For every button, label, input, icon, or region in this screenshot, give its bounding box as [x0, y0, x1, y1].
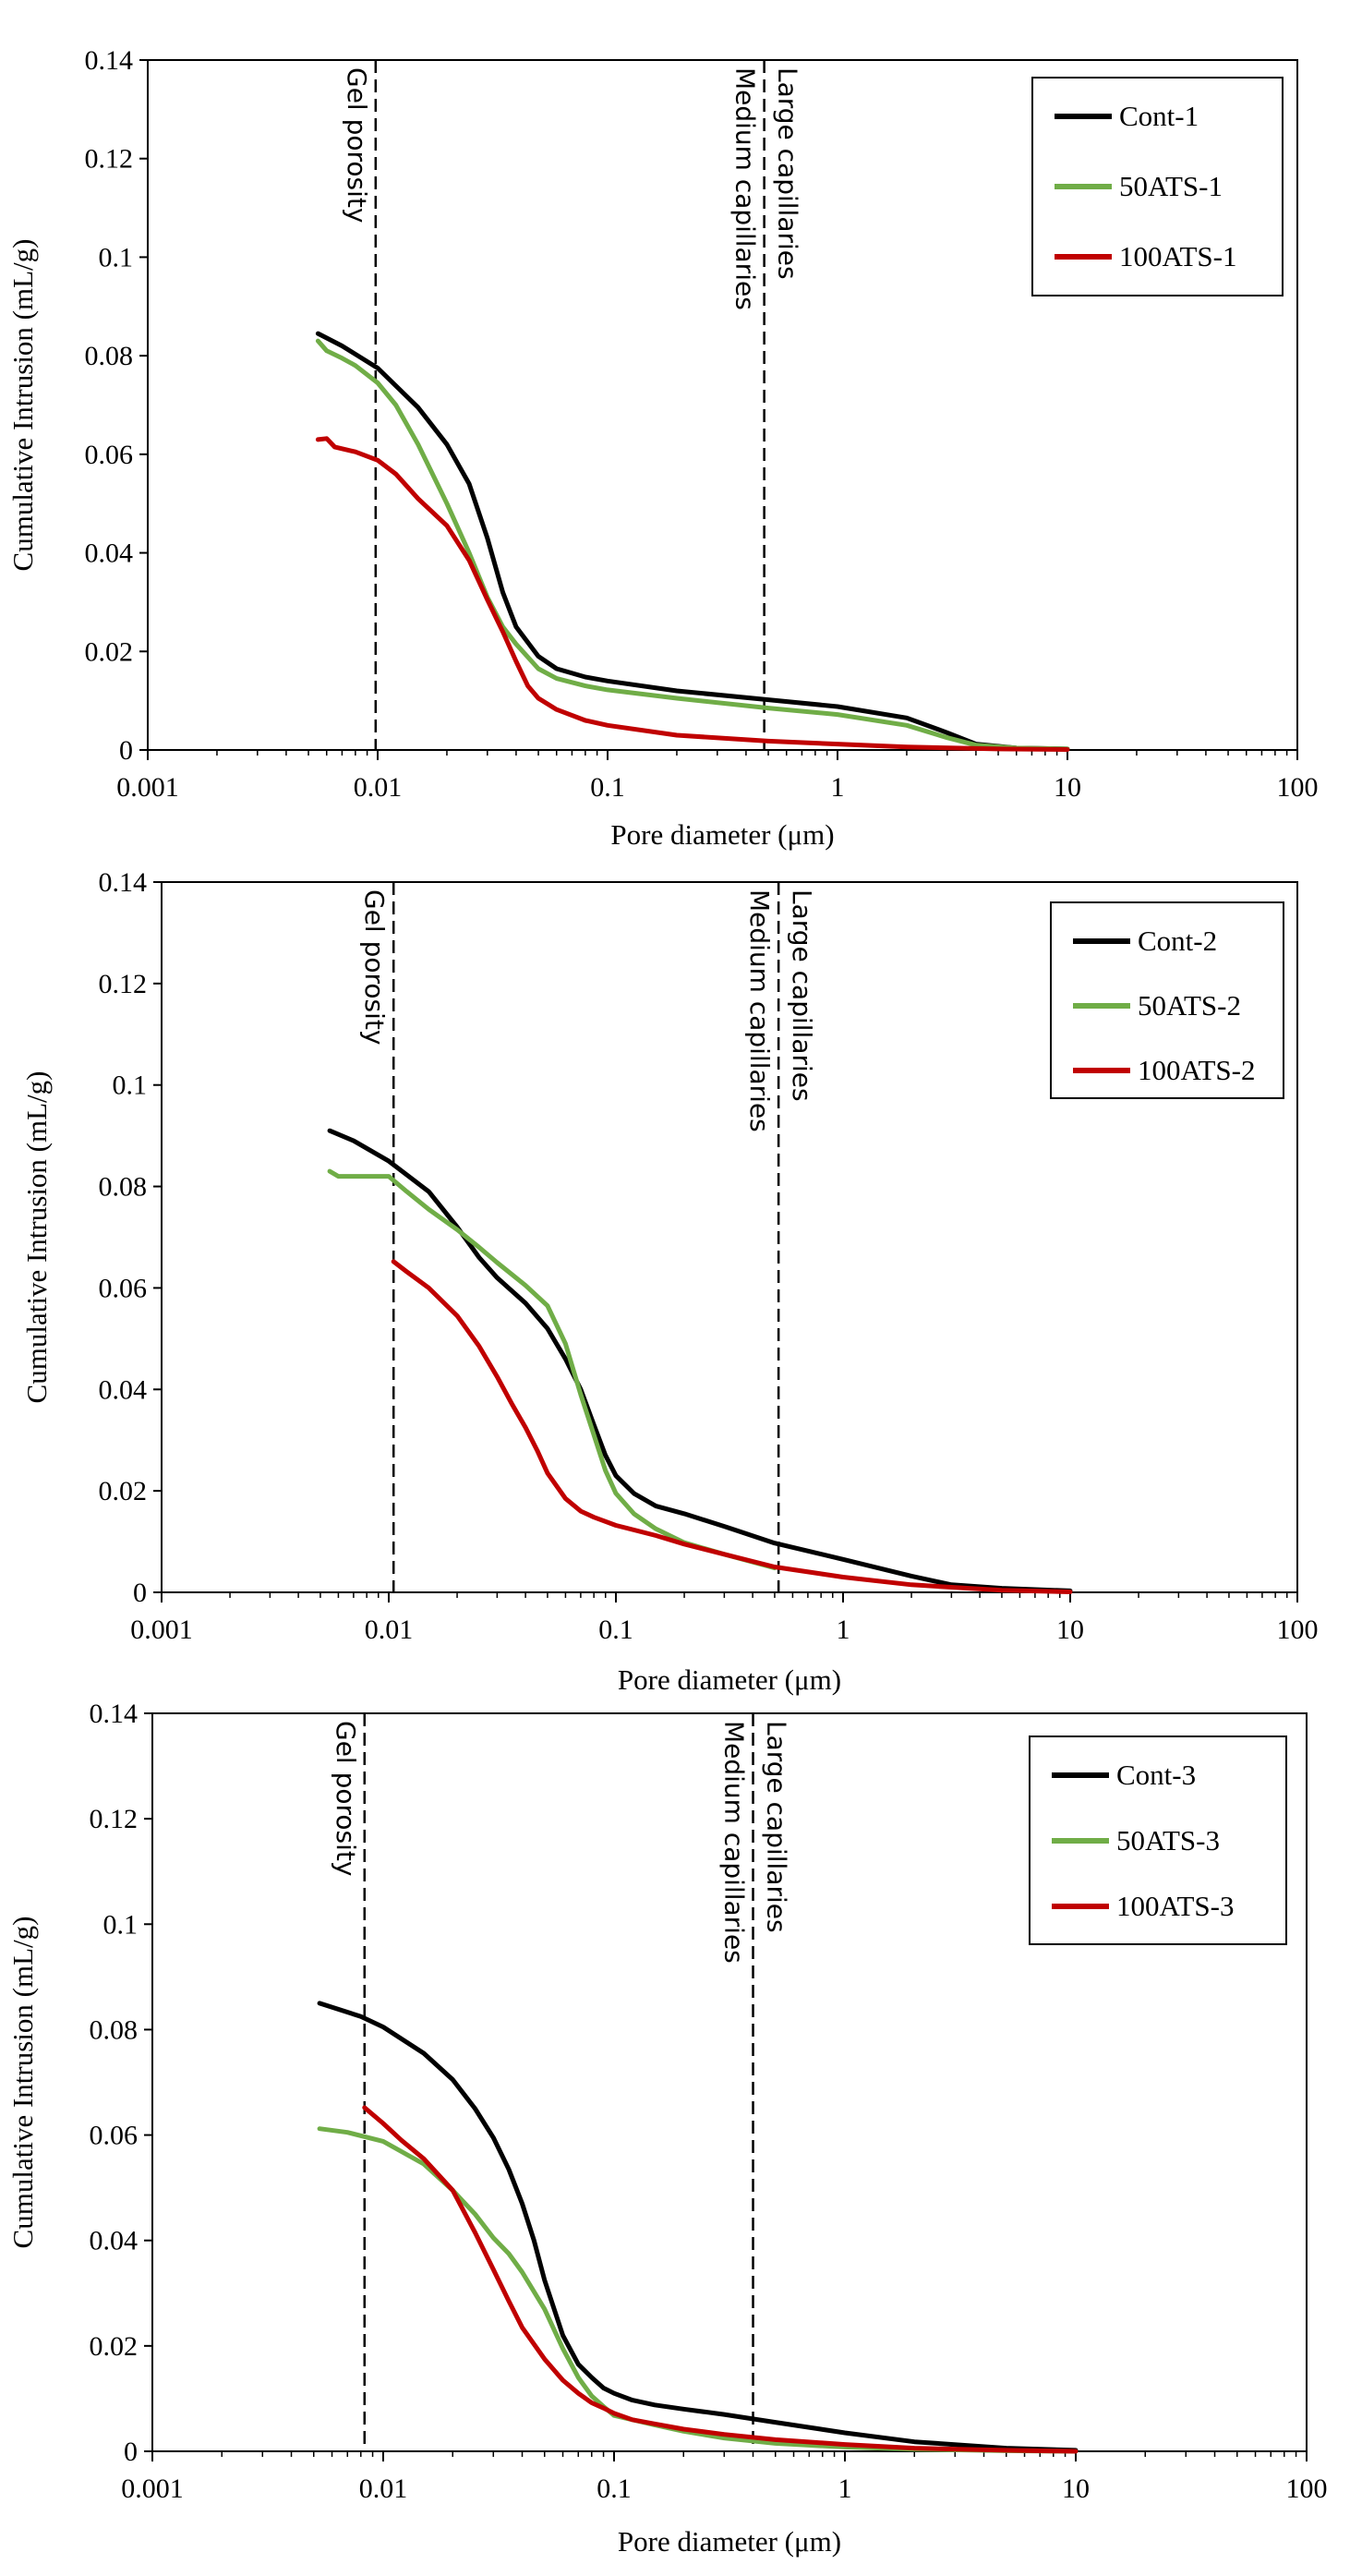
y-tick-label: 0.04: [99, 1374, 148, 1405]
y-tick-label: 0.14: [85, 45, 134, 76]
legend-label: 50ATS-1: [1119, 170, 1223, 202]
y-tick-label: 0.04: [85, 538, 134, 569]
x-tick-label: 100: [1277, 772, 1319, 803]
legend: Cont-1 50ATS-1 100ATS-1: [1031, 77, 1284, 296]
y-tick-label: 0.06: [85, 440, 134, 470]
boundary-label: Gel porosity: [342, 67, 372, 223]
y-axis-label: Cumulative Intrusion (mL/g): [6, 1917, 39, 2249]
series-line-100ATS-2: [391, 1259, 1073, 1594]
x-tick-label: 1: [838, 2473, 852, 2504]
legend-label: Cont-3: [1116, 1759, 1196, 1791]
y-tick-label: 0: [133, 1578, 147, 1608]
legend: Cont-2 50ATS-2 100ATS-2: [1050, 901, 1284, 1099]
boundary-label: Gel porosity: [359, 889, 390, 1045]
y-tick-label: 0.1: [99, 242, 134, 272]
x-axis-label: Pore diameter (μm): [618, 1663, 841, 1696]
y-axis-label: Cumulative Intrusion (mL/g): [6, 239, 39, 572]
y-tick-label: 0.12: [85, 144, 134, 175]
y-tick-label: 0.06: [90, 2121, 139, 2151]
legend-label: 50ATS-3: [1116, 1824, 1220, 1856]
x-tick-label: 0.1: [598, 1615, 633, 1645]
y-tick-label: 0: [124, 2437, 138, 2467]
series-line-Cont-3: [317, 2001, 1079, 2453]
y-tick-label: 0.04: [90, 2226, 139, 2256]
x-tick-label: 10: [1056, 1615, 1084, 1645]
series-line-50ATS-1: [315, 338, 1070, 752]
x-tick-label: 0.1: [590, 772, 625, 803]
y-tick-label: 0.02: [90, 2331, 139, 2362]
x-tick-label: 0.01: [365, 1615, 414, 1645]
x-axis-label: Pore diameter (μm): [610, 818, 834, 851]
y-tick-label: 0.08: [99, 1172, 148, 1203]
plot-frame: [151, 1712, 1308, 2452]
chart-panel-2: 0 0.02 0.04 0.06 0.08 0.1 0.12 0.14 0.001 0.01 0.1…: [20, 867, 1319, 1696]
legend-label: 100ATS-3: [1116, 1890, 1234, 1922]
y-tick-label: 0.02: [85, 636, 134, 667]
series-line-50ATS-2: [327, 1168, 777, 1571]
x-tick-label: 0.1: [597, 2473, 632, 2504]
y-tick-label: 0.06: [99, 1273, 148, 1303]
y-tick-label: 0.12: [99, 969, 148, 999]
y-tick-label: 0.14: [90, 1699, 139, 1729]
legend-label: Cont-1: [1119, 100, 1199, 132]
y-tick-label: 0.02: [99, 1476, 148, 1506]
boundary-label: Gel porosity: [331, 1721, 361, 1876]
legend-label: 100ATS-1: [1119, 240, 1236, 272]
series-line-Cont-2: [327, 1128, 1073, 1593]
legend-box: [1050, 901, 1284, 1099]
boundary-label: Large capillaries: [773, 67, 803, 280]
boundary-label: Large capillaries: [762, 1721, 792, 1933]
chart-panel-3: 0 0.02 0.04 0.06 0.08 0.1 0.12 0.14 0.001 0.01 0.1…: [6, 1699, 1328, 2558]
legend: Cont-3 50ATS-3 100ATS-3: [1029, 1735, 1287, 1945]
x-axis-label: Pore diameter (μm): [618, 2525, 841, 2558]
y-tick-label: 0.1: [103, 1909, 139, 1940]
x-tick-label: 0.01: [359, 2473, 408, 2504]
legend-label: Cont-2: [1138, 925, 1217, 957]
plot-frame: [147, 59, 1298, 751]
x-tick-label: 10: [1054, 772, 1081, 803]
legend-label: 50ATS-2: [1138, 989, 1241, 1022]
x-tick-label: 1: [831, 772, 845, 803]
x-tick-label: 0.001: [130, 1615, 193, 1645]
series-line-50ATS-3: [317, 2126, 1079, 2454]
y-tick-label: 0.08: [90, 2014, 139, 2045]
series-line-100ATS-3: [362, 2105, 1079, 2454]
boundary-label: Large capillaries: [787, 889, 817, 1102]
x-tick-label: 100: [1277, 1615, 1319, 1645]
plot-frame: [161, 881, 1298, 1593]
x-tick-label: 0.001: [116, 772, 179, 803]
y-tick-label: 0.1: [113, 1070, 148, 1101]
x-tick-label: 100: [1286, 2473, 1328, 2504]
y-tick-label: 0.08: [85, 341, 134, 371]
x-tick-label: 0.01: [354, 772, 403, 803]
series-line-100ATS-1: [315, 436, 1070, 752]
chart-panel-1: 0 0.02 0.04 0.06 0.08 0.1 0.12 0.14 0.001 0.01 0.1…: [6, 45, 1319, 851]
boundary-label: Medium capillaries: [719, 1721, 750, 1964]
x-tick-label: 0.001: [121, 2473, 184, 2504]
series-line-Cont-1: [315, 331, 1070, 752]
legend-label: 100ATS-2: [1138, 1054, 1255, 1086]
y-tick-label: 0.12: [90, 1804, 139, 1834]
y-axis-label: Cumulative Intrusion (mL/g): [20, 1071, 53, 1404]
boundary-label: Medium capillaries: [744, 889, 775, 1132]
y-tick-label: 0: [119, 735, 133, 766]
x-tick-label: 10: [1062, 2473, 1090, 2504]
x-tick-label: 1: [837, 1615, 850, 1645]
y-tick-label: 0.14: [99, 867, 148, 898]
boundary-label: Medium capillaries: [730, 67, 761, 310]
